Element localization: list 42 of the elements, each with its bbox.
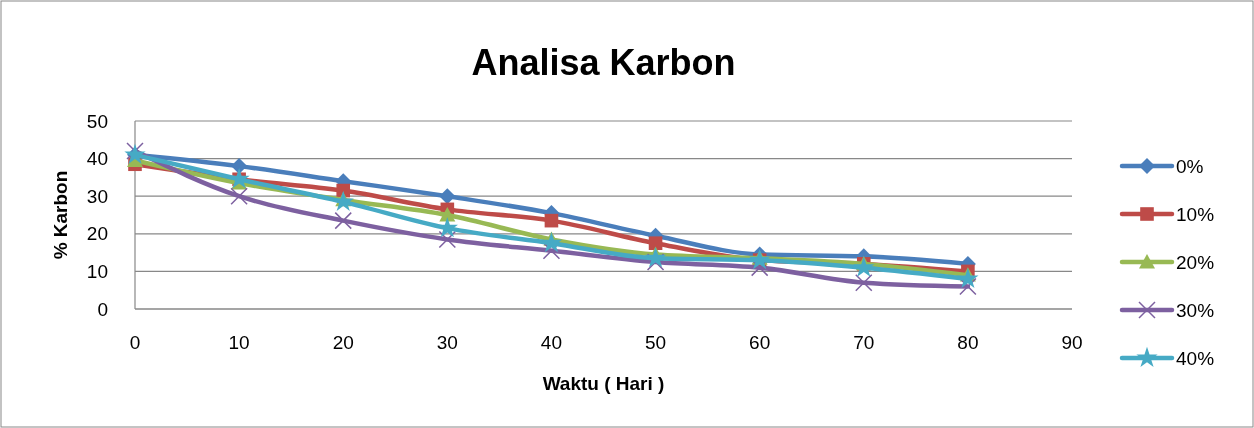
point: [855, 273, 873, 292]
point: [439, 207, 456, 222]
x-tick-label: 30: [436, 332, 458, 353]
point: [438, 230, 457, 249]
y-tick-label: 30: [86, 185, 108, 207]
point: [544, 213, 559, 228]
legend-label: 20%: [1176, 251, 1215, 273]
legend-label: 10%: [1176, 203, 1215, 225]
x-tick-label: 90: [1061, 332, 1083, 353]
x-tick-label: 20: [332, 332, 354, 353]
x-tick-label: 80: [957, 332, 979, 353]
point: [231, 158, 248, 175]
y-axis-title: % Karbon: [50, 170, 71, 260]
x-tick-label: 10: [228, 332, 250, 353]
x-axis-title: Waktu ( Hari ): [542, 373, 665, 394]
x-tick-label: 40: [540, 332, 563, 353]
chart-title: Analisa Karbon: [471, 42, 736, 83]
y-tick-label: 40: [86, 148, 108, 170]
x-tick-label: 50: [644, 332, 667, 353]
point: [648, 236, 663, 250]
point: [853, 256, 875, 277]
point: [439, 188, 456, 205]
point: [646, 253, 665, 271]
point: [436, 216, 458, 238]
y-tick-label: 10: [86, 261, 108, 283]
point: [230, 187, 248, 205]
point: [957, 267, 979, 288]
legend-label: 0%: [1176, 155, 1204, 177]
point: [334, 211, 352, 230]
point: [749, 248, 771, 270]
point: [540, 232, 563, 253]
x-tick-label: 70: [853, 332, 875, 353]
x-tick-label: 60: [749, 332, 771, 353]
y-tick-label: 20: [86, 223, 108, 245]
point: [336, 183, 351, 198]
legend-label: 40%: [1176, 347, 1215, 369]
y-tick-label: 0: [97, 298, 108, 320]
legend-label: 30%: [1176, 299, 1215, 321]
x-tick-label: 0: [129, 332, 141, 353]
point: [959, 277, 977, 296]
point: [644, 247, 667, 268]
y-tick-label: 50: [86, 110, 108, 132]
